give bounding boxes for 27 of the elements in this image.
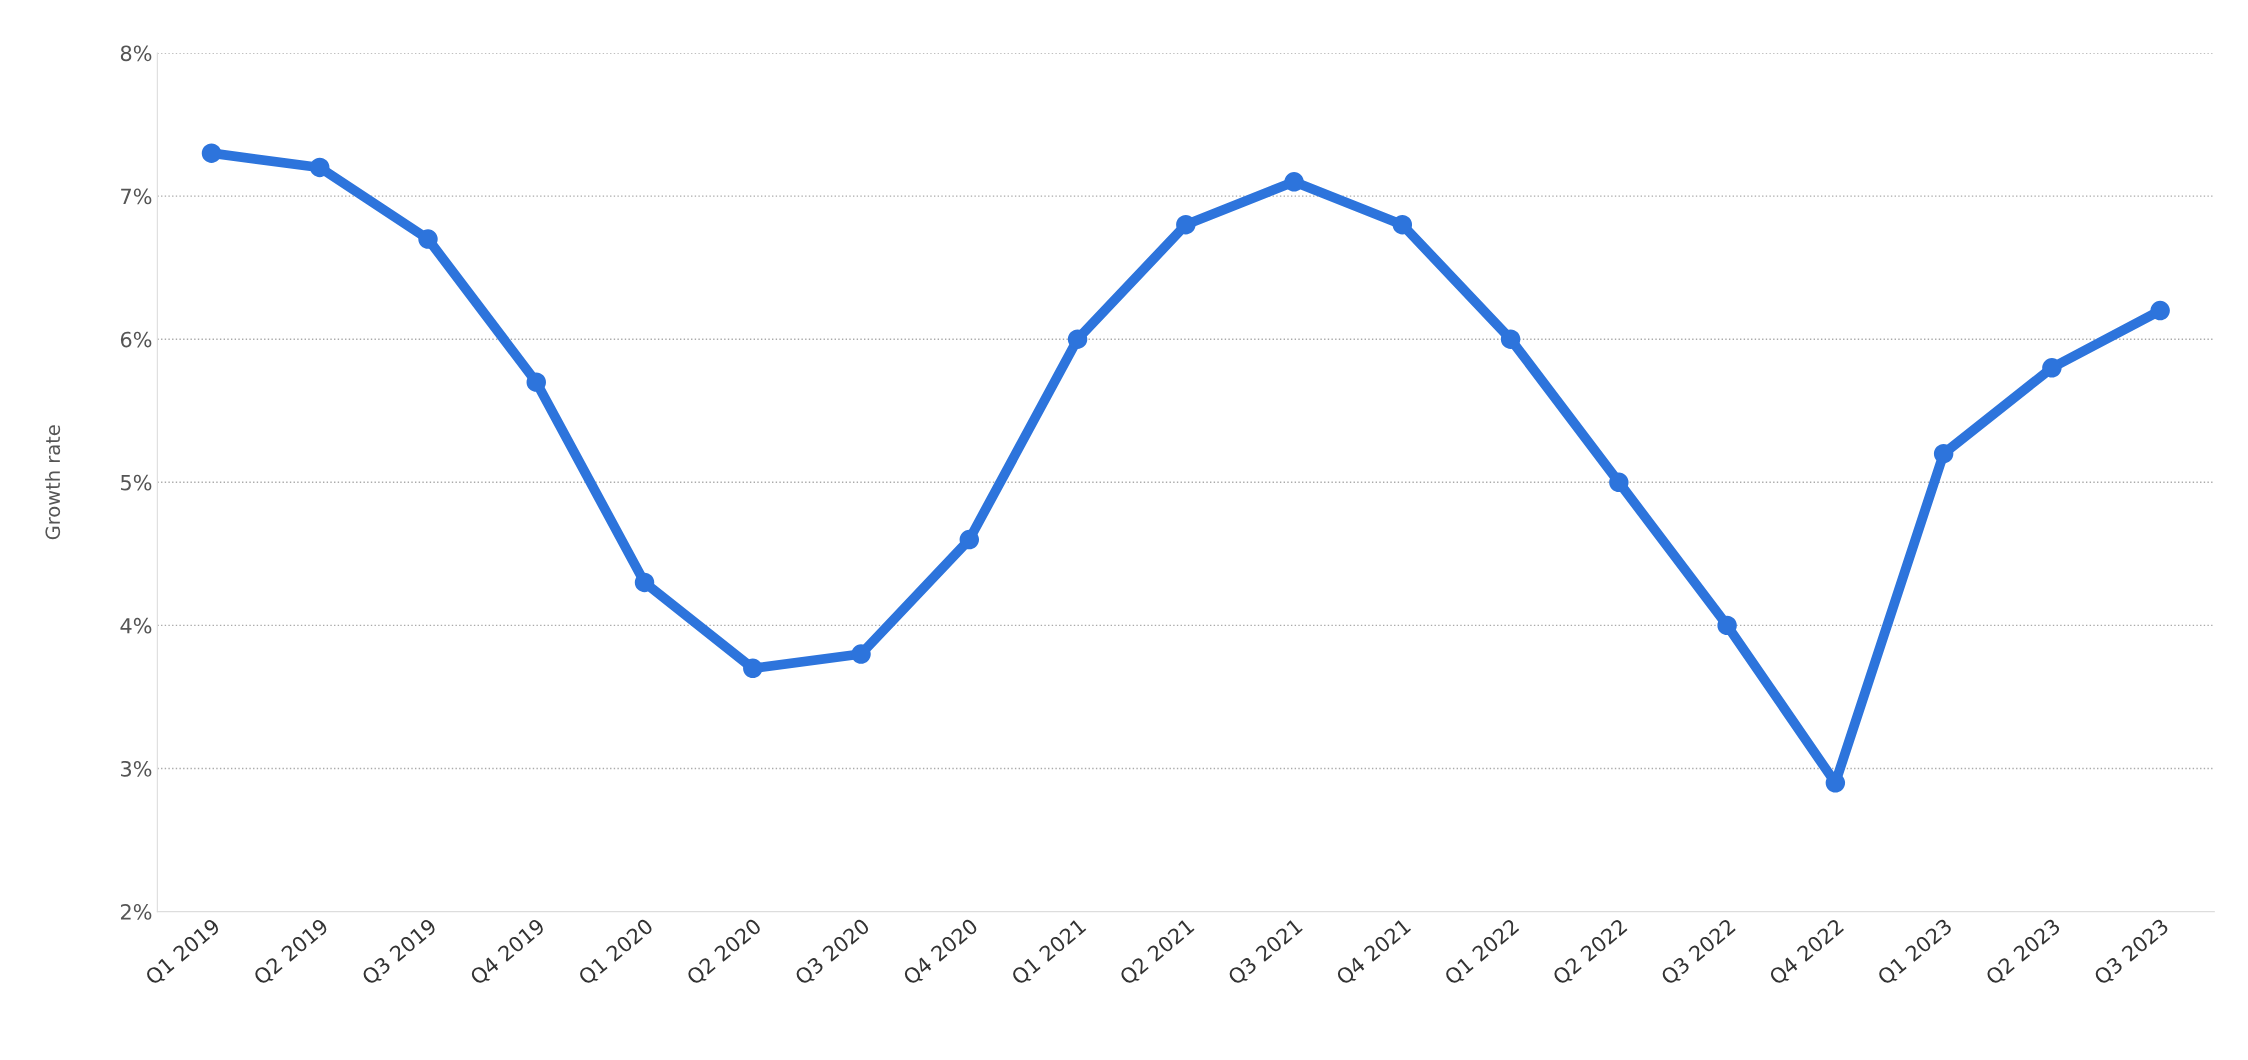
y-tick-label: 7% [121, 188, 152, 205]
point [2150, 300, 2170, 321]
y-tick-label: 5% [121, 474, 152, 491]
point [1609, 472, 1629, 493]
point [201, 143, 222, 163]
point [526, 372, 546, 392]
point [1392, 215, 1413, 235]
point [1176, 215, 1196, 235]
point [1717, 615, 1737, 636]
y-axis-title: Growth rate [45, 425, 61, 540]
point [1825, 773, 1846, 793]
point [851, 644, 871, 664]
point [2042, 358, 2062, 378]
y-tick-label: 6% [120, 331, 152, 348]
y-tick-label: 3% [121, 760, 152, 777]
y-tick-label: 2% [120, 904, 152, 920]
point [1500, 329, 1521, 349]
point [310, 157, 330, 178]
point [1067, 329, 1088, 349]
y-tick-label: 4% [120, 617, 152, 634]
point [1284, 172, 1304, 192]
y-tick-label: 8% [120, 45, 152, 62]
point [1933, 443, 1954, 464]
point [634, 572, 655, 593]
point [959, 529, 980, 550]
point [418, 229, 438, 249]
point [743, 658, 763, 679]
